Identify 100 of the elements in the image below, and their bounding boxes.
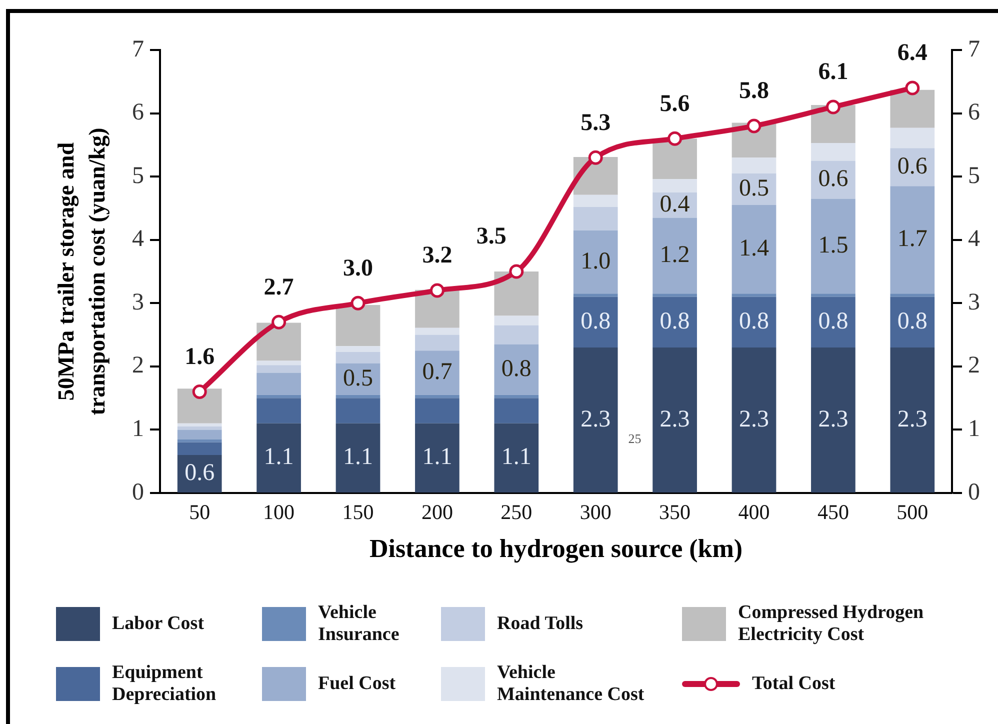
legend-label: Vehicle Insurance bbox=[318, 602, 400, 646]
x-tick-label: 150 bbox=[342, 500, 374, 524]
bar bbox=[177, 430, 222, 440]
bar bbox=[652, 218, 697, 294]
bar bbox=[336, 346, 380, 352]
bar bbox=[732, 158, 776, 174]
bar bbox=[494, 325, 539, 344]
bar bbox=[890, 294, 935, 297]
point bbox=[272, 314, 286, 330]
bar bbox=[494, 344, 539, 395]
bar bbox=[890, 148, 935, 186]
data-label: 0.6 bbox=[897, 153, 928, 180]
bar bbox=[732, 294, 776, 297]
data-label: 1.7 bbox=[897, 226, 928, 252]
bar bbox=[415, 394, 460, 398]
point bbox=[668, 131, 682, 146]
point bbox=[905, 80, 920, 96]
x-tick-label: 100 bbox=[263, 500, 295, 524]
y-tick-label: 0 bbox=[132, 479, 144, 506]
bar bbox=[256, 365, 301, 373]
y-tick-label: 6 bbox=[132, 100, 144, 126]
x-tick-label: 350 bbox=[659, 500, 691, 524]
legend-label: Compressed Hydrogen Electricity Cost bbox=[738, 602, 925, 646]
bar bbox=[652, 294, 697, 297]
y2-tick-label: 5 bbox=[968, 162, 980, 189]
legend-label: Total Cost bbox=[752, 673, 836, 695]
bar bbox=[336, 398, 380, 424]
data-label: 1.1 bbox=[501, 444, 532, 470]
bar bbox=[494, 394, 539, 398]
bar bbox=[732, 205, 776, 294]
y2-tick-label: 6 bbox=[968, 100, 980, 126]
bar bbox=[890, 296, 935, 348]
bar bbox=[811, 143, 856, 161]
legend-label: Fuel Cost bbox=[318, 673, 396, 695]
bar bbox=[336, 423, 380, 492]
bar bbox=[256, 423, 301, 492]
data-label: 1.4 bbox=[739, 236, 769, 262]
data-label: 6.1 bbox=[818, 59, 848, 86]
bar bbox=[573, 194, 618, 207]
bar bbox=[494, 398, 539, 424]
y2-tick-label: 7 bbox=[968, 36, 980, 62]
bar bbox=[890, 90, 935, 128]
bar bbox=[811, 296, 856, 348]
data-label: 5.8 bbox=[739, 78, 769, 104]
data-label: 2.3 bbox=[660, 406, 690, 432]
data-label: 2.7 bbox=[264, 274, 294, 300]
data-label: 5.6 bbox=[660, 90, 690, 117]
bar bbox=[732, 296, 776, 348]
bar bbox=[256, 398, 301, 424]
bar bbox=[415, 350, 460, 395]
data-label: 2.3 bbox=[818, 406, 848, 432]
data-label: 2.3 bbox=[897, 406, 928, 432]
y-tick-label: 7 bbox=[132, 36, 144, 62]
y-axis-title: 50MPa trailer storage and transportation cost (yuan/kg) bbox=[53, 128, 111, 416]
bar bbox=[811, 198, 856, 294]
bar bbox=[177, 439, 222, 442]
data-label: 1.1 bbox=[264, 444, 294, 470]
x-tick-label: 500 bbox=[896, 500, 928, 524]
bar bbox=[573, 230, 618, 294]
point bbox=[746, 118, 762, 134]
bar bbox=[177, 388, 222, 424]
data-label: 1.6 bbox=[184, 344, 215, 370]
point bbox=[509, 264, 524, 279]
data-label: 0.5 bbox=[739, 176, 769, 202]
data-label: 0.8 bbox=[739, 308, 769, 334]
data-label: 0.7 bbox=[422, 359, 452, 386]
data-label: 1.2 bbox=[660, 242, 690, 268]
bar bbox=[336, 394, 380, 398]
annotation: 25 bbox=[628, 430, 642, 447]
bar bbox=[415, 334, 460, 351]
bar bbox=[890, 128, 935, 148]
bar bbox=[177, 442, 222, 456]
data-label: 0.8 bbox=[501, 356, 532, 382]
bar bbox=[256, 372, 301, 395]
legend-label: Labor Cost bbox=[112, 613, 204, 635]
y2-tick-label: 1 bbox=[968, 416, 980, 442]
data-label: 5.3 bbox=[580, 110, 611, 136]
x-tick-label: 250 bbox=[500, 500, 532, 524]
bar bbox=[573, 294, 618, 297]
data-label: 0.6 bbox=[818, 166, 848, 192]
x-tick-label: 300 bbox=[580, 500, 612, 524]
x-tick-label: 400 bbox=[738, 500, 770, 524]
data-label: 0.5 bbox=[343, 365, 373, 392]
bar bbox=[652, 347, 697, 492]
bar bbox=[336, 305, 380, 346]
legend-label: Vehicle Maintenance Cost bbox=[497, 662, 646, 706]
x-tick-label: 200 bbox=[421, 500, 453, 524]
bar bbox=[494, 423, 539, 492]
data-label: 0.4 bbox=[660, 191, 690, 218]
y-tick-label: 1 bbox=[132, 416, 144, 442]
bar bbox=[573, 347, 618, 492]
bar bbox=[652, 138, 697, 180]
bar bbox=[732, 347, 776, 492]
bar bbox=[256, 360, 301, 366]
bar bbox=[177, 455, 222, 492]
x-tick-label: 50 bbox=[189, 500, 210, 524]
legend-label: Road Tolls bbox=[497, 613, 584, 635]
y2-tick-label: 0 bbox=[968, 479, 980, 506]
data-label: 0.8 bbox=[897, 308, 928, 334]
data-label: 0.8 bbox=[580, 308, 611, 334]
